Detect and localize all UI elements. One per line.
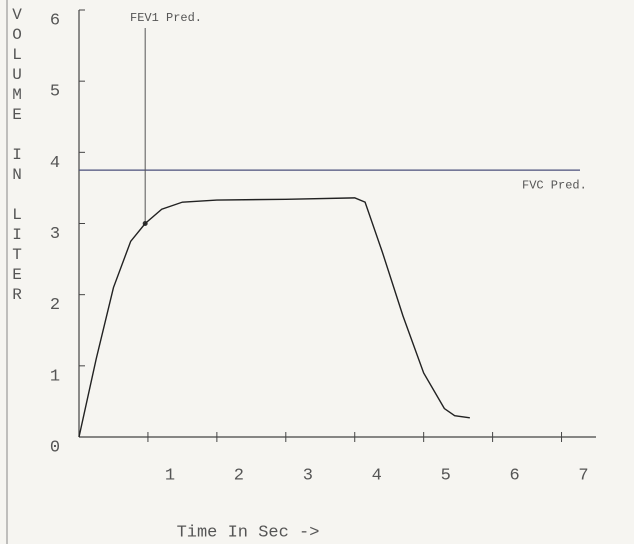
x-axis-label: Time In Sec -> — [177, 523, 320, 542]
x-tick-label: 1 — [165, 466, 175, 485]
y-tick-label: 1 — [50, 367, 60, 386]
x-tick-label: 4 — [372, 466, 382, 485]
y-tick-label: 4 — [50, 154, 60, 173]
fvc-pred-label: FVC Pred. — [522, 178, 587, 192]
x-tick-label: 5 — [441, 466, 451, 485]
y-tick-label: 0 — [50, 438, 60, 457]
y-tick-label: 2 — [50, 296, 60, 315]
x-tick-label: 6 — [509, 466, 519, 485]
y-tick-label: 5 — [50, 83, 60, 102]
y-tick-label: 6 — [50, 11, 60, 30]
x-tick-label: 7 — [578, 466, 588, 485]
x-tick-label: 2 — [234, 466, 244, 485]
y-axis-label: VOLUME IN LITER — [8, 6, 26, 306]
x-tick-label: 3 — [303, 466, 313, 485]
volume-curve — [78, 197, 470, 438]
y-tick-label: 3 — [50, 225, 60, 244]
fev1-pred-label: FEV1 Pred. — [130, 11, 202, 25]
